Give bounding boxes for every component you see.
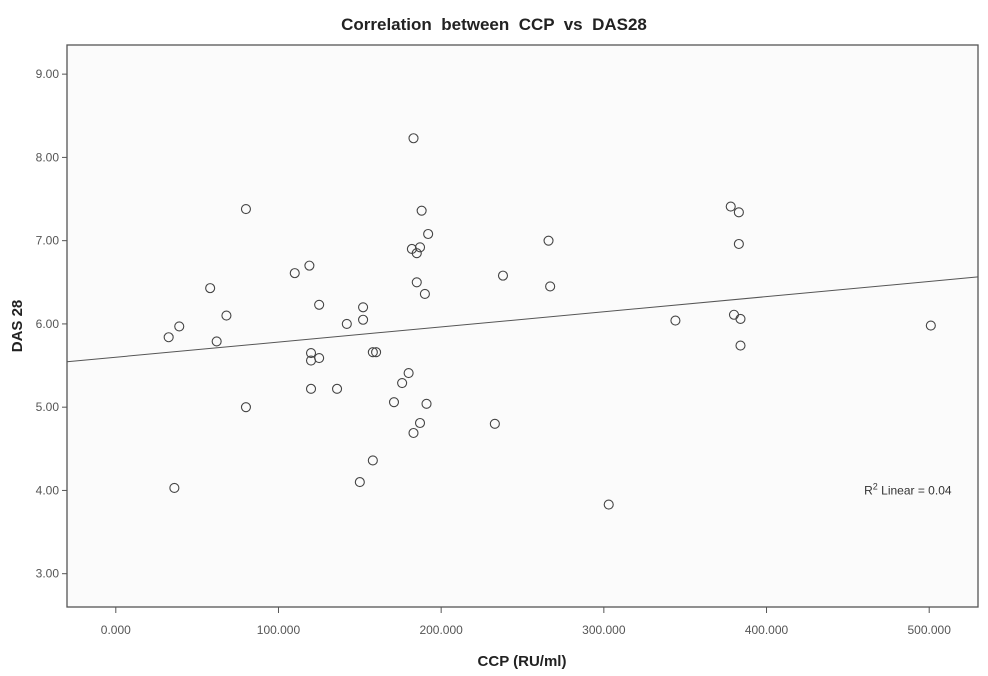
data-point <box>371 347 382 358</box>
data-point <box>411 277 422 288</box>
r-squared-text: Linear = 0.04 <box>878 484 952 498</box>
data-point <box>388 397 400 408</box>
x-tick-label: 400.000 <box>745 623 789 637</box>
data-point <box>358 314 369 325</box>
data-point <box>419 288 430 299</box>
data-point <box>341 318 352 329</box>
data-point <box>367 455 378 466</box>
data-point <box>358 302 369 313</box>
x-tick-label: 0.000 <box>101 623 131 637</box>
y-axis: 3.00 4.00 5.00 6.00 7.00 8.00 9.00 <box>36 67 67 581</box>
data-point <box>304 260 315 271</box>
data-point <box>354 477 365 488</box>
data-point <box>414 242 426 253</box>
data-point <box>367 347 378 358</box>
y-tick-label: 4.00 <box>36 483 60 497</box>
y-tick-label: 6.00 <box>36 317 60 331</box>
data-point <box>174 321 185 332</box>
data-point <box>305 348 317 359</box>
y-tick-label: 3.00 <box>36 567 60 581</box>
data-point <box>408 427 419 439</box>
data-point <box>735 340 746 351</box>
data-point <box>733 238 744 250</box>
data-point <box>545 281 556 292</box>
data-point <box>414 417 426 429</box>
data-point <box>331 383 343 394</box>
data-point <box>735 313 746 324</box>
data-point <box>411 248 422 259</box>
y-tick-label: 5.00 <box>36 400 60 414</box>
data-point <box>314 299 325 310</box>
data-point <box>205 283 216 294</box>
x-axis-label: CCP (RU/ml) <box>478 653 567 670</box>
x-tick-label: 200.000 <box>419 623 463 637</box>
data-point <box>725 201 736 212</box>
y-tick-label: 7.00 <box>36 234 60 248</box>
data-point <box>603 499 614 510</box>
x-tick-label: 500.000 <box>908 623 952 637</box>
x-tick-label: 300.000 <box>582 623 626 637</box>
x-axis: 0.000 100.000 200.000 300.000 400.000 500.000 <box>101 607 951 637</box>
data-point <box>733 207 744 218</box>
data-point <box>240 203 251 215</box>
data-point <box>423 228 434 240</box>
data-point <box>670 315 681 326</box>
data-point <box>489 418 500 429</box>
data-point <box>543 235 554 246</box>
data-point <box>403 367 414 379</box>
data-point <box>289 268 300 279</box>
data-point <box>397 377 408 389</box>
r-superscript: 2 <box>873 482 878 492</box>
data-point <box>211 336 222 347</box>
data-point <box>169 482 180 493</box>
chart-title: Correlation between CCP vs DAS28 <box>341 15 647 34</box>
data-point <box>416 205 427 216</box>
r-label: R <box>864 484 873 498</box>
data-point <box>925 320 936 331</box>
y-tick-label: 9.00 <box>36 67 60 81</box>
data-point <box>305 383 317 394</box>
data-point <box>408 133 419 144</box>
plot-area <box>66 44 979 608</box>
r-squared-annotation: R2 Linear = 0.04 <box>864 482 952 498</box>
regression-line <box>66 276 979 363</box>
data-point <box>421 398 432 409</box>
x-tick-label: 100.000 <box>257 623 301 637</box>
y-axis-label: DAS 28 <box>9 300 26 353</box>
data-point <box>240 402 251 413</box>
y-tick-label: 8.00 <box>36 150 60 164</box>
data-point <box>497 270 509 281</box>
data-points <box>163 133 936 510</box>
data-point <box>314 353 325 364</box>
data-point <box>163 332 174 343</box>
data-point <box>221 310 232 321</box>
